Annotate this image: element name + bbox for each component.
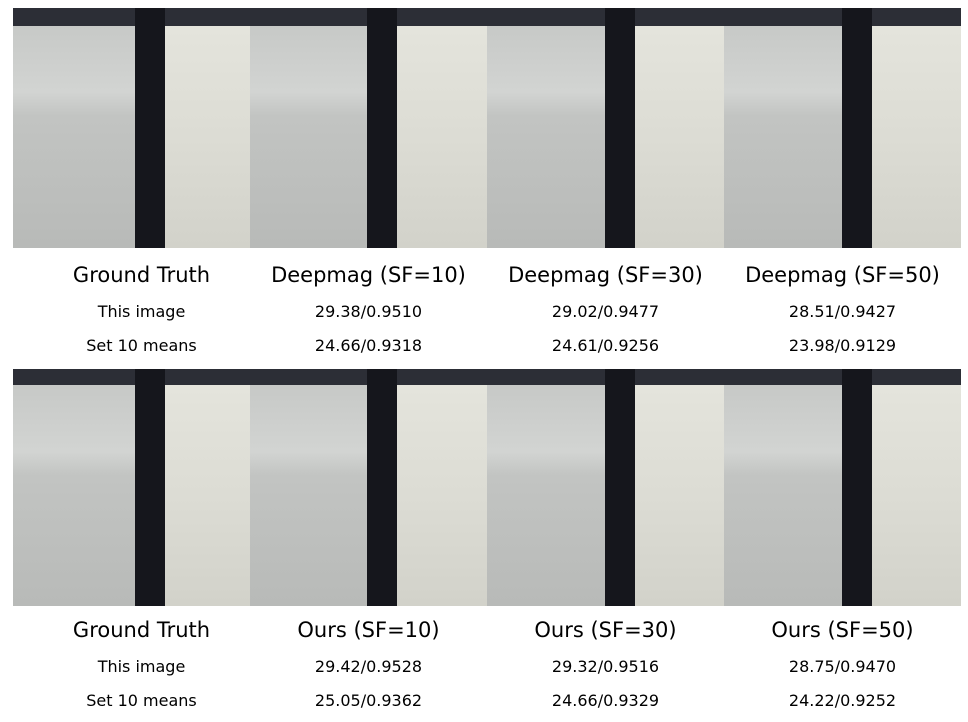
ours-sf10-image xyxy=(250,369,487,606)
metric-this-image-deepmag-sf30: 29.02/0.9477 xyxy=(551,302,660,321)
metric-this-image-ours-sf10: 29.42/0.9528 xyxy=(314,657,423,676)
caption-deepmag-sf30: Deepmag (SF=30) xyxy=(508,263,703,287)
ours-sf30-image xyxy=(487,369,724,606)
metric-set10-ours-sf30: 24.66/0.9329 xyxy=(551,691,660,710)
ground-truth-image xyxy=(13,8,250,248)
ours-sf50-image xyxy=(724,369,961,606)
metric-set10-ours-sf10: 25.05/0.9362 xyxy=(314,691,423,710)
caption-ground-truth: Ground Truth xyxy=(72,263,211,287)
metric-set10-deepmag-sf30: 24.61/0.9256 xyxy=(551,336,660,355)
deepmag-sf50-image xyxy=(724,8,961,248)
ground-truth-image xyxy=(13,369,250,606)
metric-set10-deepmag-sf50: 23.98/0.9129 xyxy=(788,336,897,355)
metric-this-image-ours-sf30: 29.32/0.9516 xyxy=(551,657,660,676)
metric-this-image-deepmag-sf50: 28.51/0.9427 xyxy=(788,302,897,321)
caption-deepmag-sf10: Deepmag (SF=10) xyxy=(271,263,466,287)
metric-set10-deepmag-sf10: 24.66/0.9318 xyxy=(314,336,423,355)
caption-ours-sf50: Ours (SF=50) xyxy=(771,618,914,642)
caption-ground-truth: Ground Truth xyxy=(72,618,211,642)
caption-ours-sf10: Ours (SF=10) xyxy=(297,618,440,642)
caption-ours-sf30: Ours (SF=30) xyxy=(534,618,677,642)
deepmag-sf10-image xyxy=(250,8,487,248)
row-label-set10-means: Set 10 means xyxy=(86,691,197,710)
row-label-this-image: This image xyxy=(97,302,186,321)
deepmag-sf30-image xyxy=(487,8,724,248)
top-comparison-block: Ground Truth Deepmag (SF=10) Deepmag (SF… xyxy=(13,8,961,355)
metric-set10-ours-sf50: 24.22/0.9252 xyxy=(788,691,897,710)
metric-this-image-deepmag-sf10: 29.38/0.9510 xyxy=(314,302,423,321)
metric-this-image-ours-sf50: 28.75/0.9470 xyxy=(788,657,897,676)
row-label-set10-means: Set 10 means xyxy=(86,336,197,355)
caption-deepmag-sf50: Deepmag (SF=50) xyxy=(745,263,940,287)
bottom-comparison-block: Ground Truth Ours (SF=10) Ours (SF=30) O… xyxy=(0,361,968,722)
row-label-this-image: This image xyxy=(97,657,186,676)
